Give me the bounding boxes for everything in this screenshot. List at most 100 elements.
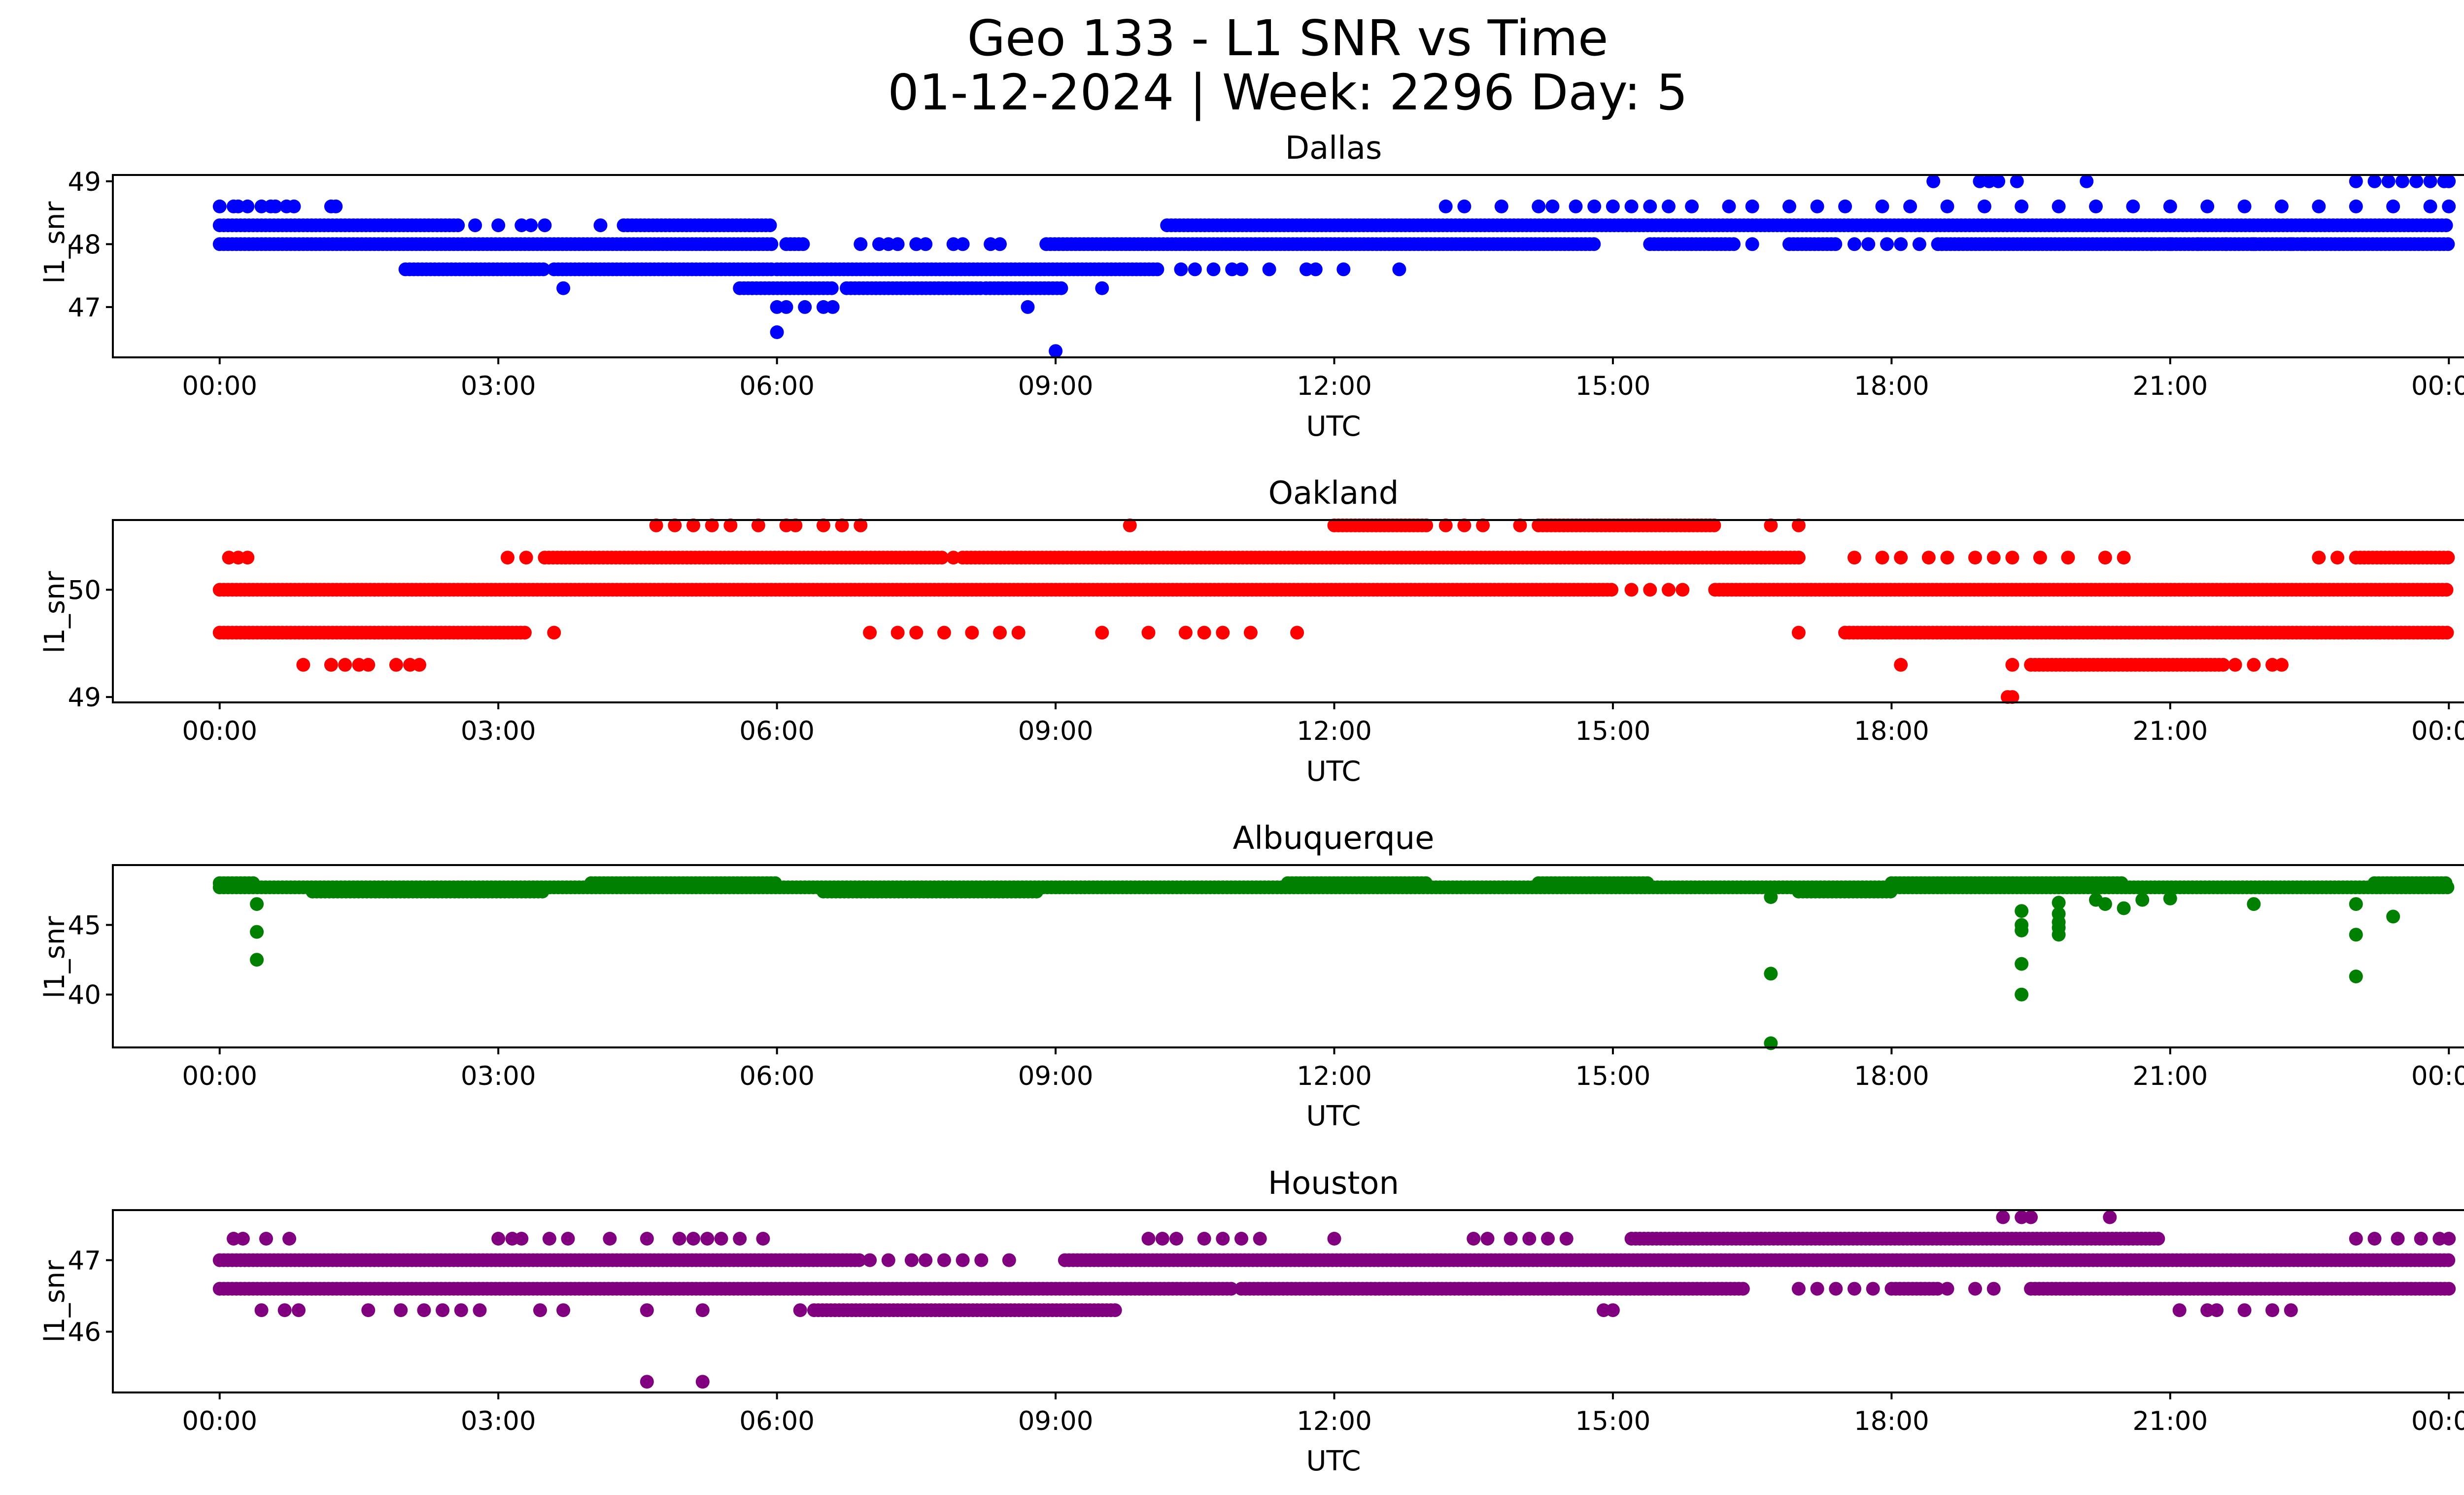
data-point: [974, 1253, 989, 1267]
data-point: [2298, 237, 2312, 251]
data-point: [2312, 551, 2326, 565]
x-tick-label: 00:00: [182, 716, 257, 746]
data-point: [277, 1303, 292, 1318]
data-point: [919, 237, 933, 251]
data-point: [1541, 1232, 1555, 1246]
data-point: [2391, 1232, 2405, 1246]
data-point: [514, 1232, 529, 1246]
data-point: [240, 199, 255, 213]
data-point: [1764, 518, 1778, 532]
data-point: [1188, 262, 1202, 277]
data-point: [2052, 199, 2066, 213]
data-point: [835, 518, 849, 532]
data-point: [2409, 174, 2424, 188]
data-point: [1206, 262, 1221, 277]
data-point: [2423, 174, 2437, 188]
data-point: [700, 1232, 715, 1246]
data-point: [2061, 551, 2075, 565]
data-point: [1002, 1253, 1016, 1267]
x-axis-label: UTC: [1306, 1445, 1361, 1477]
data-point: [798, 300, 812, 314]
x-tick-label: 03:00: [461, 371, 536, 401]
x-tick-label: 15:00: [1575, 1061, 1651, 1091]
data-point: [1108, 1303, 1122, 1318]
data-point: [1253, 1232, 1267, 1246]
panel-albuquerque: Albuquerque l1_snr UTC 00:00 03:00 06:00 09…: [39, 820, 2464, 1132]
x-tick-label: 06:00: [739, 1406, 815, 1436]
x-tick-label: 09:00: [1018, 371, 1094, 401]
data-point: [1467, 1232, 1481, 1246]
data-point: [236, 1232, 250, 1246]
data-point: [361, 1303, 376, 1318]
data-point: [2381, 174, 2396, 188]
data-point: [454, 1303, 468, 1318]
data-point: [417, 1303, 431, 1318]
x-tick-label: 06:00: [739, 716, 815, 746]
data-point: [212, 199, 227, 213]
x-tick-label: 09:00: [1018, 1406, 1094, 1436]
data-point: [2103, 1210, 2117, 1224]
panel-title: Dallas: [1285, 130, 1382, 167]
data-point: [1216, 1232, 1230, 1246]
data-point: [909, 626, 924, 640]
data-point: [1838, 199, 1852, 213]
y-axis-label: l1_snr: [39, 571, 71, 654]
data-point: [1011, 626, 1026, 640]
data-point: [2275, 199, 2289, 213]
data-point: [1141, 1232, 1156, 1246]
data-point: [640, 1303, 654, 1318]
data-point: [1940, 1282, 1954, 1296]
data-point: [2191, 237, 2205, 251]
data-point: [1606, 1303, 1620, 1318]
x-tick-label: 18:00: [1854, 371, 1929, 401]
x-tick-label: 00:00: [182, 371, 257, 401]
data-point: [1243, 626, 1258, 640]
data-point: [2210, 1303, 2224, 1318]
data-point: [2414, 1232, 2428, 1246]
data-point: [542, 1232, 556, 1246]
data-point: [2423, 199, 2437, 213]
data-point: [2151, 1232, 2165, 1246]
data-point: [733, 1232, 747, 1246]
data-point: [890, 626, 905, 640]
data-point: [1624, 583, 1639, 597]
data-point: [764, 237, 779, 251]
data-point: [2005, 658, 2019, 672]
y-tick-label: 40: [68, 980, 101, 1010]
scatter-series: [212, 1210, 2456, 1389]
data-point: [491, 1232, 506, 1246]
data-point: [2438, 876, 2453, 890]
data-point: [1676, 583, 1690, 597]
data-point: [1123, 518, 1137, 532]
y-tick-label: 45: [68, 910, 101, 940]
data-point: [672, 1232, 686, 1246]
data-point: [1875, 551, 1889, 565]
y-tick-label: 47: [68, 293, 101, 323]
data-point: [937, 1253, 951, 1267]
data-point: [287, 199, 301, 213]
data-point: [259, 1232, 273, 1246]
data-point: [1327, 1232, 1341, 1246]
data-point: [1977, 199, 1991, 213]
data-point: [268, 199, 282, 213]
data-point: [1559, 1232, 1574, 1246]
data-point: [1643, 199, 1657, 213]
data-point: [956, 237, 970, 251]
data-point: [1662, 583, 1676, 597]
x-tick-label: 00:00: [182, 1061, 257, 1091]
data-point: [1643, 583, 1657, 597]
data-point: [1336, 262, 1351, 277]
data-point: [2005, 690, 2019, 704]
data-point: [1522, 1232, 1537, 1246]
y-tick-label: 49: [68, 683, 101, 713]
data-point: [863, 626, 877, 640]
data-point: [468, 218, 482, 233]
data-point: [1940, 551, 1954, 565]
y-axis-label: l1_snr: [39, 1260, 71, 1343]
data-point: [1476, 518, 1490, 532]
data-point: [2442, 1232, 2456, 1246]
data-point: [1727, 237, 1741, 251]
data-point: [1308, 262, 1323, 277]
data-point: [695, 1375, 710, 1389]
data-point: [1848, 237, 1861, 251]
